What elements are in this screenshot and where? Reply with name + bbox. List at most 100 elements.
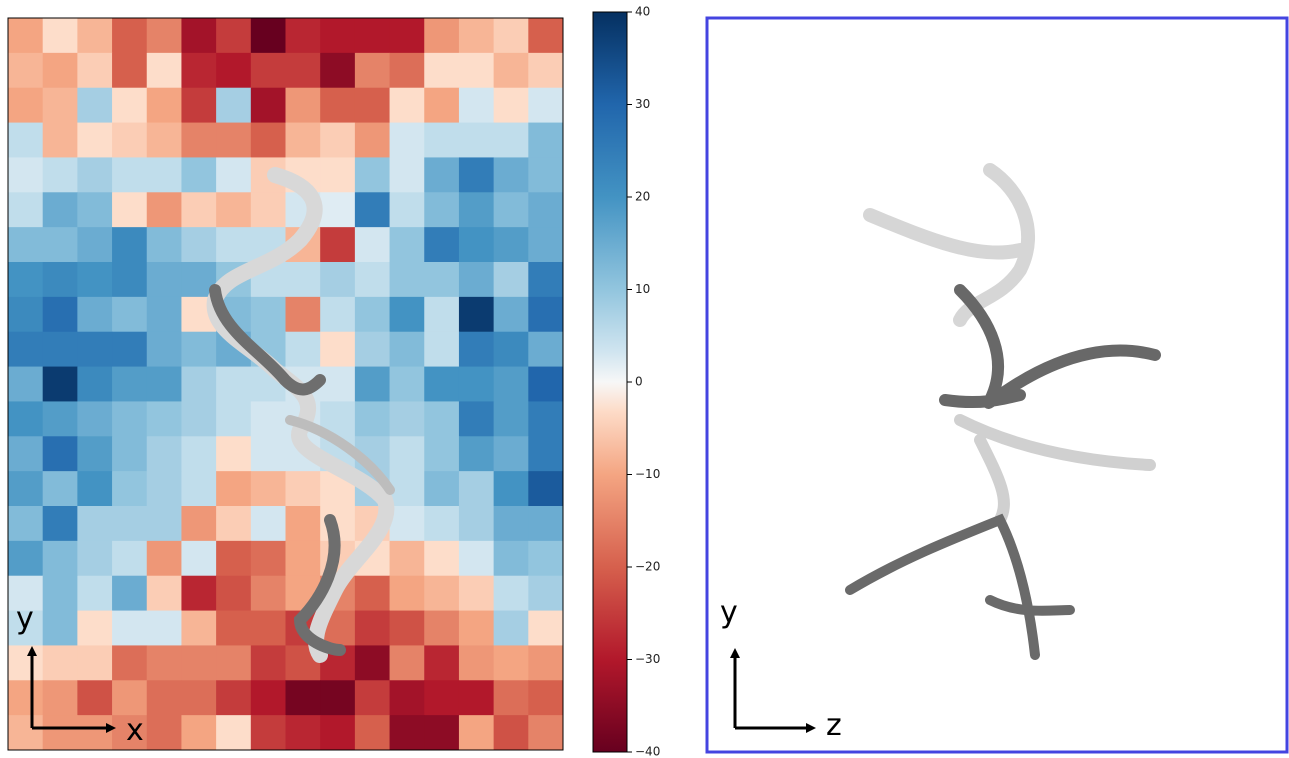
heatmap-cell (424, 192, 460, 228)
heatmap-cell (389, 506, 425, 542)
heatmap-cell (8, 610, 44, 646)
heatmap-cell (250, 506, 286, 542)
heatmap-cell (8, 227, 44, 263)
heatmap-cell (8, 157, 44, 193)
heatmap-cell (424, 331, 460, 368)
heatmap-cell (181, 506, 217, 542)
heatmap-cell (216, 610, 252, 646)
heatmap-cell (424, 157, 460, 193)
heatmap-cell (8, 296, 44, 333)
heatmap-cell (354, 331, 391, 368)
heatmap-cell (77, 610, 113, 646)
heatmap-cell (250, 575, 286, 612)
heatmap-cell (250, 401, 286, 437)
heatmap-cell (181, 331, 217, 368)
heatmap-cell (389, 122, 425, 158)
heatmap-cell (8, 366, 44, 402)
heatmap-cell (320, 192, 356, 228)
heatmap-cell (216, 157, 252, 193)
heatmap-cell (77, 192, 113, 228)
heatmap-cell (112, 87, 148, 124)
colorbar-ticks: −40 −30 −20 −10 0 10 20 30 40 (627, 5, 660, 758)
heatmap-cell (146, 575, 182, 612)
heatmap-cell (528, 401, 564, 437)
heatmap-cell (112, 227, 148, 263)
heatmap-cell (389, 540, 425, 577)
heatmap-cell (389, 331, 425, 368)
heatmap-cell (8, 715, 44, 751)
colorbar-tick-label: 0 (635, 375, 643, 389)
heatmap-cell (528, 506, 564, 542)
heatmap-cell (250, 680, 286, 716)
heatmap-cell (146, 645, 182, 681)
heatmap-cell (216, 122, 252, 158)
heatmap-cell (250, 436, 286, 472)
heatmap-cell (528, 122, 564, 158)
heatmap-cell (42, 680, 78, 716)
heatmap-cell (77, 540, 113, 577)
heatmap-cell (354, 575, 391, 612)
heatmap-cell (528, 540, 564, 577)
heatmap-cell (458, 610, 495, 646)
heatmap-cell (216, 645, 252, 681)
heatmap-cell (181, 680, 217, 716)
heatmap-cell (112, 506, 148, 542)
heatmap-cell (493, 157, 529, 193)
heatmap-cell (146, 52, 182, 89)
heatmap-cell (181, 122, 217, 158)
heatmap-cell (181, 575, 217, 612)
heatmap-cell (528, 715, 564, 751)
heatmap-cell (42, 366, 78, 402)
heatmap-cell (112, 540, 148, 577)
heatmap-cell (424, 436, 460, 472)
heatmap-cell (320, 262, 356, 298)
heatmap-cell (216, 680, 252, 716)
heatmap-cell (458, 401, 495, 437)
heatmap-cell (146, 296, 182, 333)
heatmap-cell (181, 540, 217, 577)
heatmap-cell (528, 366, 564, 402)
heatmap-cell (112, 52, 148, 89)
heatmap-cell (112, 122, 148, 158)
heatmap-cell (320, 366, 356, 402)
heatmap-cell (285, 87, 321, 124)
colorbar-tick-label: 40 (635, 5, 650, 19)
heatmap-cell (389, 52, 425, 89)
heatmap-cell (77, 401, 113, 437)
heatmap-cell (216, 715, 252, 751)
heatmap-cell (42, 715, 78, 751)
heatmap-cell (146, 366, 182, 402)
heatmap-cell (458, 296, 495, 333)
heatmap-cell (146, 192, 182, 228)
heatmap-cell (8, 680, 44, 716)
heatmap-cell (528, 192, 564, 228)
heatmap-cell (528, 331, 564, 368)
heatmap-cell (181, 87, 217, 124)
heatmap-cell (250, 192, 286, 228)
heatmap-cell (77, 87, 113, 124)
heatmap-cell (112, 610, 148, 646)
heatmap-cell (42, 645, 78, 681)
heatmap-cell (354, 18, 391, 54)
heatmap-cell (8, 87, 44, 124)
heatmap-cell (528, 52, 564, 89)
heatmap-cell (216, 401, 252, 437)
heatmap (8, 18, 564, 751)
heatmap-cell (42, 506, 78, 542)
heatmap-cell (77, 575, 113, 612)
heatmap-cell (285, 122, 321, 158)
heatmap-cell (77, 18, 113, 54)
heatmap-cell (77, 122, 113, 158)
heatmap-cell (354, 401, 391, 437)
heatmap-cell (112, 680, 148, 716)
colorbar-tick-label: 30 (635, 97, 650, 111)
heatmap-cell (42, 52, 78, 89)
heatmap-cell (146, 436, 182, 472)
heatmap-cell (424, 18, 460, 54)
heatmap-cell (181, 192, 217, 228)
heatmap-cell (285, 52, 321, 89)
heatmap-cell (181, 715, 217, 751)
heatmap-cell (493, 227, 529, 263)
heatmap-cell (112, 192, 148, 228)
heatmap-cell (424, 715, 460, 751)
